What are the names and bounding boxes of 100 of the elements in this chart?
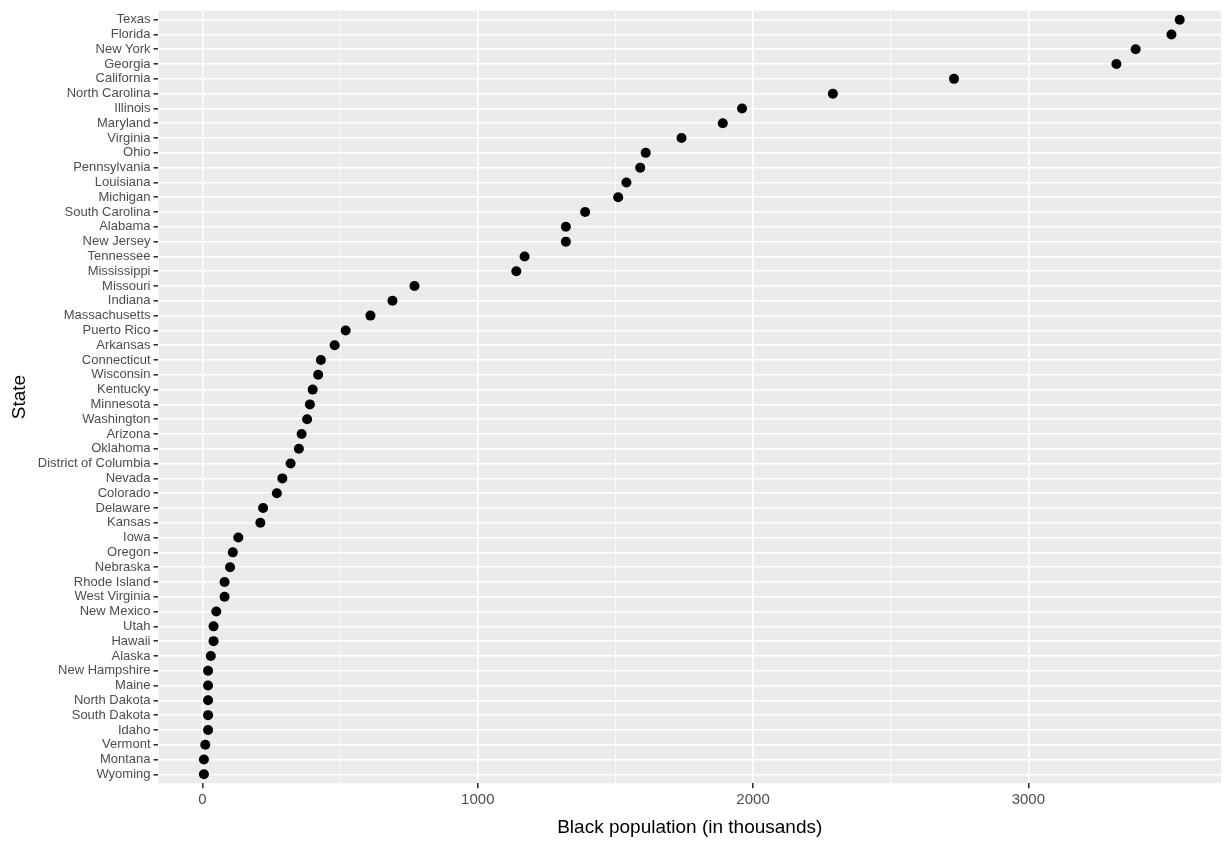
y-tick-label: Maryland xyxy=(97,114,151,130)
point xyxy=(580,207,591,218)
point xyxy=(233,532,244,543)
point xyxy=(208,636,219,647)
point xyxy=(211,606,222,617)
point xyxy=(511,266,522,277)
point xyxy=(635,162,646,173)
point xyxy=(827,88,838,99)
y-tick-label: South Dakota xyxy=(71,706,152,722)
point xyxy=(293,443,304,454)
y-tick-label: South Carolina xyxy=(64,203,152,219)
point xyxy=(255,517,266,528)
point xyxy=(315,355,326,366)
point xyxy=(313,369,324,380)
y-tick-label: New Hampshire xyxy=(58,662,151,678)
y-tick-label: Indiana xyxy=(107,292,152,308)
point xyxy=(205,650,216,661)
y-tick-label: Alabama xyxy=(99,218,152,234)
point xyxy=(219,591,230,602)
point xyxy=(203,680,214,691)
point xyxy=(203,710,214,721)
point xyxy=(219,576,230,587)
point xyxy=(365,310,376,321)
point xyxy=(258,502,269,513)
y-tick-label: California xyxy=(95,70,152,86)
y-tick-label: Vermont xyxy=(102,736,151,752)
point xyxy=(203,724,214,735)
point xyxy=(640,147,651,158)
y-tick-label: Mississippi xyxy=(87,262,151,278)
y-tick-label: Wyoming xyxy=(96,765,151,781)
y-tick-label: Idaho xyxy=(117,721,151,737)
y-tick-label: North Dakota xyxy=(73,691,152,707)
y-tick-label: Connecticut xyxy=(81,351,151,367)
point xyxy=(737,103,748,114)
y-tick-label: Delaware xyxy=(95,499,151,515)
y-tick-label: Michigan xyxy=(98,188,151,204)
point xyxy=(560,221,571,232)
point xyxy=(225,562,236,573)
x-tick-label: 2000 xyxy=(736,790,770,808)
y-tick-label: Pennsylvania xyxy=(73,159,152,175)
y-tick-label: Montana xyxy=(99,751,152,767)
y-tick-label: Oklahoma xyxy=(91,440,152,456)
point xyxy=(285,458,296,469)
y-tick-label: Illinois xyxy=(114,100,151,116)
x-tick-label: 3000 xyxy=(1011,790,1046,808)
y-tick-label: Washington xyxy=(82,410,151,426)
point xyxy=(717,118,728,129)
y-tick-label: Puerto Rico xyxy=(82,321,151,337)
point xyxy=(1166,29,1177,40)
x-tick-label: 1000 xyxy=(461,790,495,808)
point xyxy=(296,428,307,439)
y-tick-label: Hawaii xyxy=(111,632,151,648)
point xyxy=(613,192,624,203)
y-tick-label: Tennessee xyxy=(87,248,151,264)
y-tick-label: Arizona xyxy=(106,425,152,441)
y-tick-label: Louisiana xyxy=(94,174,152,190)
point xyxy=(340,325,351,336)
point xyxy=(302,414,313,425)
point xyxy=(271,488,282,499)
y-tick-label: Alaska xyxy=(111,647,152,663)
y-tick-label: Colorado xyxy=(97,484,151,500)
y-tick-label: Minnesota xyxy=(90,395,152,411)
point xyxy=(409,281,420,292)
y-tick-label: Texas xyxy=(116,11,151,27)
y-tick-label: New York xyxy=(95,40,151,56)
y-tick-label: Rhode Island xyxy=(73,573,151,589)
point xyxy=(227,547,238,558)
point xyxy=(1174,14,1185,25)
y-tick-label: Oregon xyxy=(107,543,151,559)
y-tick-label: Wisconsin xyxy=(91,366,151,382)
y-axis-title: State xyxy=(7,374,29,420)
point xyxy=(1111,59,1122,70)
y-tick-label: North Carolina xyxy=(66,85,152,101)
y-tick-label: New Mexico xyxy=(79,603,151,619)
point xyxy=(621,177,632,188)
y-tick-label: Utah xyxy=(123,617,151,633)
y-tick-label: Arkansas xyxy=(96,336,151,352)
y-tick-label: Massachusetts xyxy=(63,307,151,323)
point xyxy=(203,695,214,706)
y-tick-label: Georgia xyxy=(104,55,152,71)
point xyxy=(277,473,288,484)
x-axis-title: Black population (in thousands) xyxy=(557,815,823,837)
y-tick-label: Kentucky xyxy=(97,381,151,397)
point xyxy=(198,769,209,780)
x-tick-label: 0 xyxy=(198,790,207,808)
point xyxy=(203,665,214,676)
point xyxy=(387,295,398,306)
point xyxy=(304,399,315,410)
point xyxy=(329,340,340,351)
y-tick-label: Virginia xyxy=(107,129,152,145)
point xyxy=(560,236,571,247)
y-tick-label: Kansas xyxy=(107,514,151,530)
y-tick-label: Ohio xyxy=(123,144,151,160)
y-tick-label: Florida xyxy=(110,26,152,42)
point xyxy=(949,73,959,84)
point xyxy=(198,754,209,765)
point xyxy=(208,621,219,632)
point xyxy=(1130,44,1141,55)
y-tick-label: Nevada xyxy=(105,469,152,485)
y-tick-label: Iowa xyxy=(123,529,152,545)
